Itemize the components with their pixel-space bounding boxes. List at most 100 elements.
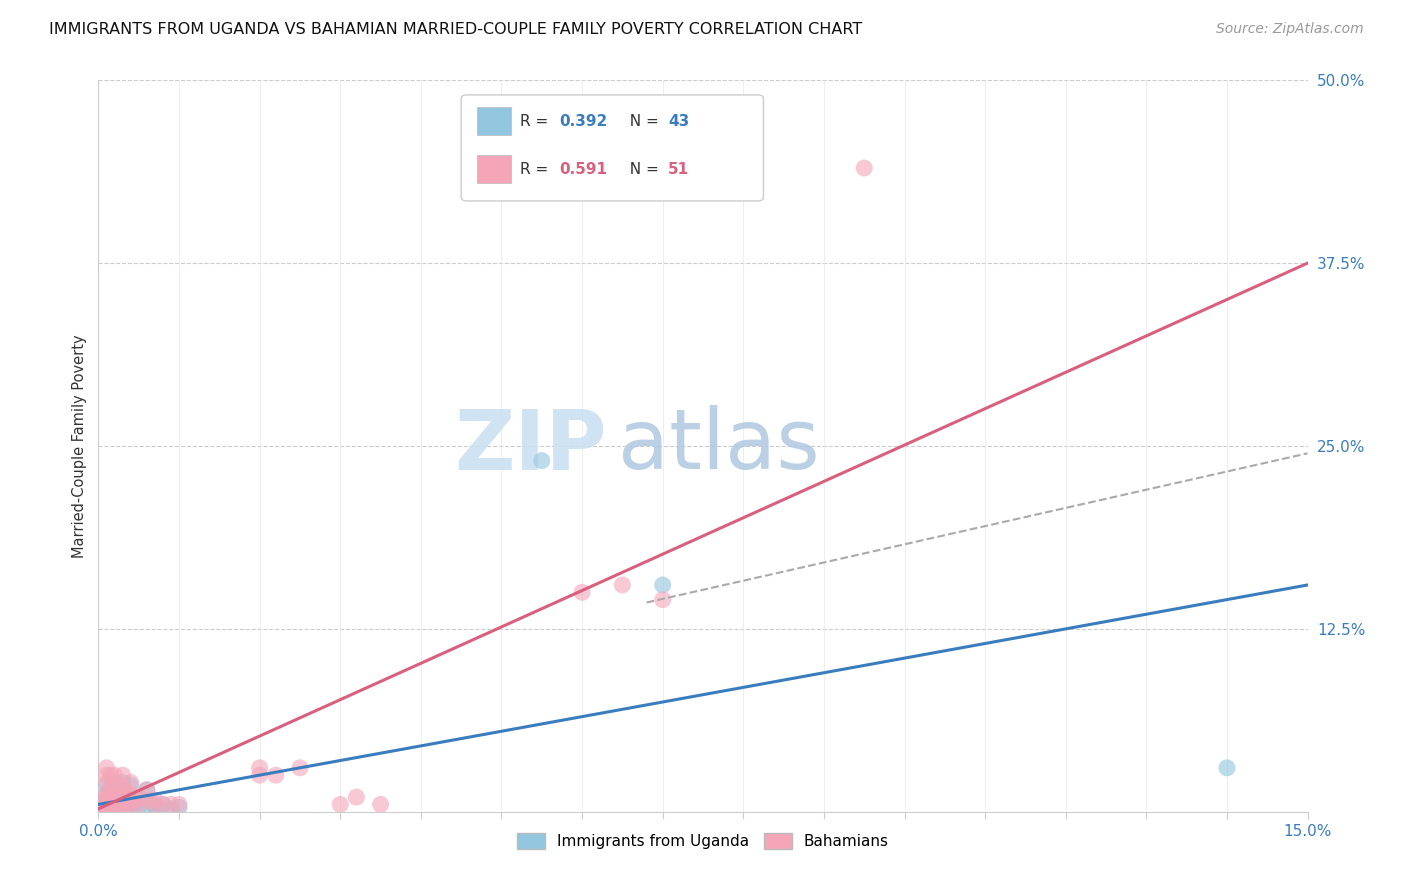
Point	[370, 797, 392, 812]
Point	[115, 787, 138, 801]
Point	[111, 782, 134, 797]
Point	[111, 778, 134, 792]
Point	[111, 790, 134, 805]
Point	[96, 803, 118, 817]
Text: Source: ZipAtlas.com: Source: ZipAtlas.com	[1216, 22, 1364, 37]
Point	[128, 790, 150, 805]
Point	[249, 768, 271, 782]
Point	[135, 782, 157, 797]
Point	[96, 793, 118, 807]
Point	[1216, 761, 1239, 775]
Point	[107, 802, 129, 816]
Point	[100, 782, 122, 797]
Point	[111, 802, 134, 816]
Point	[96, 798, 118, 813]
Point	[103, 802, 125, 816]
Point	[143, 797, 166, 812]
Point	[103, 800, 125, 814]
Point	[124, 793, 146, 807]
Legend: Immigrants from Uganda, Bahamians: Immigrants from Uganda, Bahamians	[510, 827, 896, 855]
Text: N =: N =	[620, 114, 664, 129]
Point	[96, 778, 118, 792]
Text: IMMIGRANTS FROM UGANDA VS BAHAMIAN MARRIED-COUPLE FAMILY POVERTY CORRELATION CHA: IMMIGRANTS FROM UGANDA VS BAHAMIAN MARRI…	[49, 22, 862, 37]
Point	[94, 797, 117, 812]
Point	[128, 800, 150, 814]
Point	[111, 782, 134, 797]
Point	[264, 768, 287, 782]
Point	[124, 797, 146, 812]
Point	[103, 790, 125, 805]
Point	[135, 797, 157, 812]
FancyBboxPatch shape	[461, 95, 763, 201]
Point	[249, 761, 271, 775]
Point	[288, 761, 311, 775]
Point	[167, 800, 190, 814]
Point	[103, 796, 125, 810]
Point	[96, 787, 118, 801]
Text: 43: 43	[668, 114, 689, 129]
Point	[96, 800, 118, 814]
Text: R =: R =	[520, 114, 554, 129]
Point	[128, 793, 150, 807]
Point	[103, 775, 125, 789]
Point	[103, 803, 125, 817]
Point	[96, 761, 118, 775]
Point	[96, 768, 118, 782]
Point	[100, 798, 122, 813]
Y-axis label: Married-Couple Family Poverty: Married-Couple Family Poverty	[72, 334, 87, 558]
Point	[94, 793, 117, 807]
Point	[612, 578, 634, 592]
Point	[143, 800, 166, 814]
Point	[128, 797, 150, 812]
Point	[103, 782, 125, 797]
Point	[100, 800, 122, 814]
Point	[120, 778, 142, 792]
Point	[651, 592, 673, 607]
Point	[853, 161, 876, 175]
Point	[143, 793, 166, 807]
Point	[97, 802, 120, 816]
Point	[115, 800, 138, 814]
Point	[103, 797, 125, 812]
Text: 51: 51	[668, 162, 689, 177]
Point	[111, 800, 134, 814]
Text: ZIP: ZIP	[454, 406, 606, 486]
Point	[111, 797, 134, 812]
FancyBboxPatch shape	[477, 155, 510, 183]
Point	[96, 796, 118, 810]
Point	[167, 797, 190, 812]
Point	[152, 797, 174, 812]
Point	[107, 800, 129, 814]
Point	[111, 768, 134, 782]
Point	[96, 793, 118, 807]
Point	[91, 802, 114, 816]
Point	[111, 793, 134, 807]
Point	[120, 797, 142, 812]
Point	[115, 790, 138, 805]
Point	[135, 793, 157, 807]
Point	[115, 797, 138, 812]
Point	[329, 797, 352, 812]
Point	[152, 797, 174, 812]
FancyBboxPatch shape	[477, 107, 510, 136]
Point	[96, 803, 118, 817]
Point	[96, 787, 118, 801]
Point	[107, 793, 129, 807]
Point	[160, 802, 183, 816]
Point	[571, 585, 593, 599]
Text: R =: R =	[520, 162, 554, 177]
Point	[100, 793, 122, 807]
Point	[111, 775, 134, 789]
Point	[120, 790, 142, 805]
Point	[103, 790, 125, 805]
Point	[530, 453, 553, 467]
Point	[160, 797, 183, 812]
Point	[120, 787, 142, 801]
Point	[91, 802, 114, 816]
Point	[103, 778, 125, 792]
Point	[103, 768, 125, 782]
Point	[143, 797, 166, 812]
Text: atlas: atlas	[619, 406, 820, 486]
Point	[107, 787, 129, 801]
Point	[100, 790, 122, 805]
